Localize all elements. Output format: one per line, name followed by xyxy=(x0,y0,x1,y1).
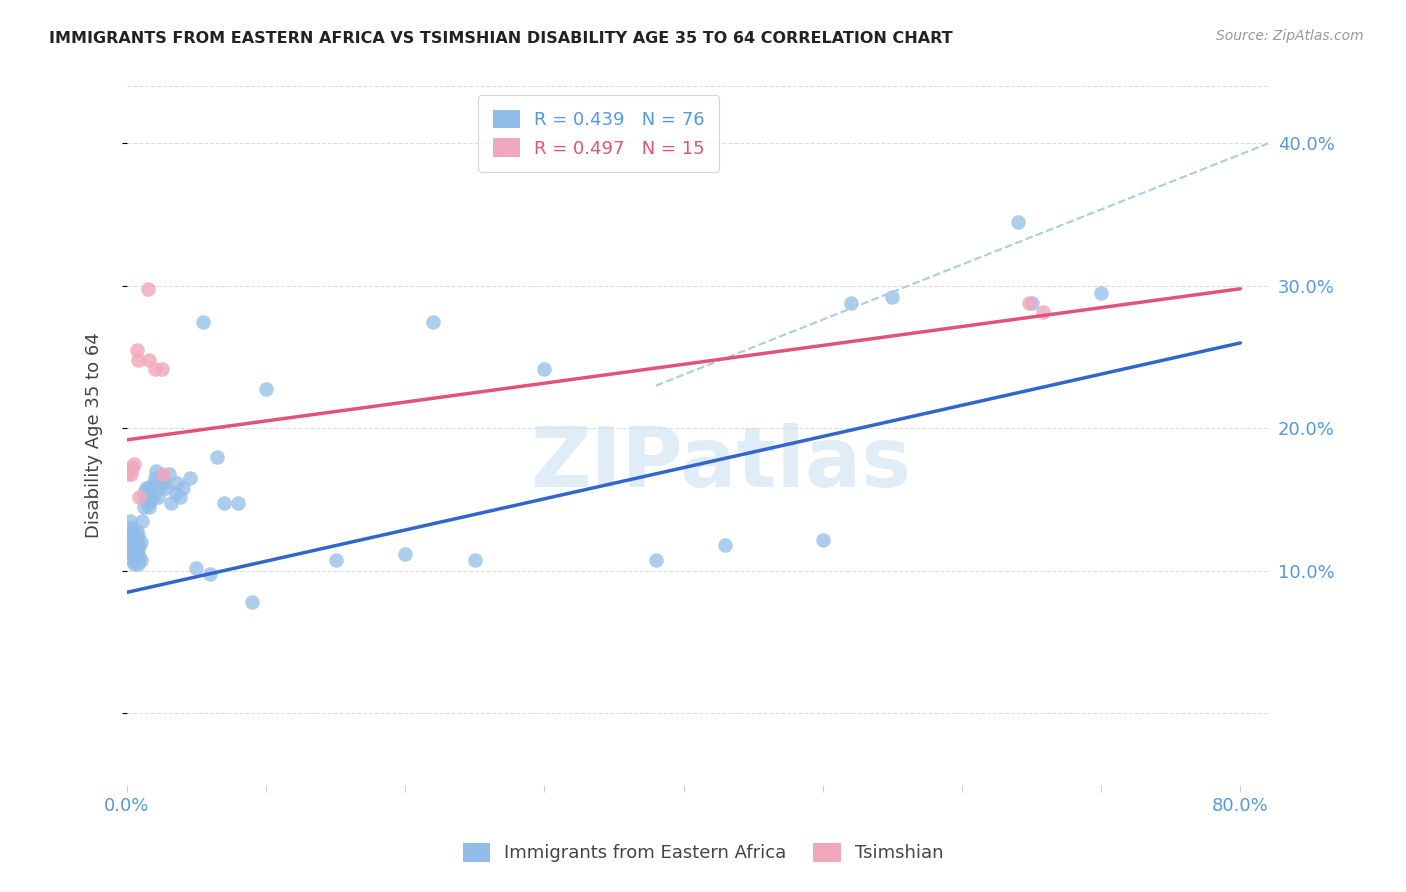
Point xyxy=(139,492,162,507)
Point xyxy=(882,290,904,304)
Point xyxy=(152,467,174,481)
Point xyxy=(122,542,145,557)
Point xyxy=(131,514,153,528)
Point xyxy=(714,538,737,552)
Point xyxy=(125,343,148,357)
Point xyxy=(117,467,139,481)
Point xyxy=(138,500,160,514)
Point xyxy=(134,492,156,507)
Point xyxy=(325,552,347,566)
Point xyxy=(143,361,166,376)
Point xyxy=(121,538,143,552)
Point xyxy=(200,566,222,581)
Point xyxy=(193,314,215,328)
Point xyxy=(124,549,146,564)
Point xyxy=(127,542,149,557)
Point xyxy=(464,552,486,566)
Point xyxy=(129,552,152,566)
Point xyxy=(839,296,862,310)
Point xyxy=(121,552,143,566)
Point xyxy=(127,557,149,571)
Point xyxy=(1032,304,1054,318)
Text: Source: ZipAtlas.com: Source: ZipAtlas.com xyxy=(1216,29,1364,43)
Point xyxy=(118,528,141,542)
Legend: R = 0.439   N = 76, R = 0.497   N = 15: R = 0.439 N = 76, R = 0.497 N = 15 xyxy=(478,95,720,172)
Point xyxy=(135,481,157,495)
Point xyxy=(124,533,146,547)
Point xyxy=(120,524,142,538)
Point xyxy=(122,457,145,471)
Point xyxy=(120,547,142,561)
Point xyxy=(127,353,149,368)
Text: IMMIGRANTS FROM EASTERN AFRICA VS TSIMSHIAN DISABILITY AGE 35 TO 64 CORRELATION : IMMIGRANTS FROM EASTERN AFRICA VS TSIMSH… xyxy=(49,31,953,46)
Point xyxy=(422,314,444,328)
Point xyxy=(118,538,141,552)
Point xyxy=(254,382,277,396)
Point xyxy=(157,467,180,481)
Point xyxy=(155,481,177,495)
Point xyxy=(127,528,149,542)
Point xyxy=(120,533,142,547)
Point xyxy=(128,549,150,564)
Point xyxy=(120,467,142,481)
Point xyxy=(148,481,170,495)
Point xyxy=(145,464,167,478)
Point xyxy=(121,521,143,535)
Point xyxy=(1007,215,1029,229)
Point xyxy=(172,481,194,495)
Point xyxy=(1021,296,1043,310)
Point xyxy=(138,353,160,368)
Point xyxy=(1090,286,1112,301)
Point xyxy=(150,361,173,376)
Point xyxy=(124,552,146,566)
Point xyxy=(394,547,416,561)
Point xyxy=(128,538,150,552)
Point xyxy=(129,535,152,549)
Point xyxy=(132,500,155,514)
Point xyxy=(179,471,201,485)
Point xyxy=(811,533,834,547)
Point xyxy=(141,478,163,492)
Point xyxy=(207,450,229,464)
Text: ZIPatlas: ZIPatlas xyxy=(530,423,911,504)
Point xyxy=(122,528,145,542)
Point xyxy=(125,524,148,538)
Point xyxy=(125,547,148,561)
Point xyxy=(136,481,159,495)
Point xyxy=(136,282,159,296)
Point xyxy=(150,471,173,485)
Legend: Immigrants from Eastern Africa, Tsimshian: Immigrants from Eastern Africa, Tsimshia… xyxy=(456,836,950,870)
Point xyxy=(226,495,249,509)
Point xyxy=(128,490,150,504)
Point xyxy=(165,485,187,500)
Point xyxy=(533,361,555,376)
Point xyxy=(124,538,146,552)
Point xyxy=(122,557,145,571)
Point xyxy=(121,461,143,475)
Point xyxy=(138,485,160,500)
Point xyxy=(142,490,165,504)
Point xyxy=(118,461,141,475)
Point xyxy=(1018,296,1040,310)
Point xyxy=(644,552,666,566)
Point xyxy=(118,514,141,528)
Point xyxy=(143,471,166,485)
Point xyxy=(153,475,176,490)
Point xyxy=(240,595,263,609)
Point xyxy=(136,495,159,509)
Point xyxy=(214,495,236,509)
Point xyxy=(132,485,155,500)
Point xyxy=(120,542,142,557)
Point xyxy=(160,495,183,509)
Point xyxy=(117,535,139,549)
Y-axis label: Disability Age 35 to 64: Disability Age 35 to 64 xyxy=(86,333,103,539)
Point xyxy=(166,475,188,490)
Point xyxy=(169,490,191,504)
Point xyxy=(125,535,148,549)
Point xyxy=(186,561,208,575)
Point xyxy=(117,521,139,535)
Point xyxy=(146,490,169,504)
